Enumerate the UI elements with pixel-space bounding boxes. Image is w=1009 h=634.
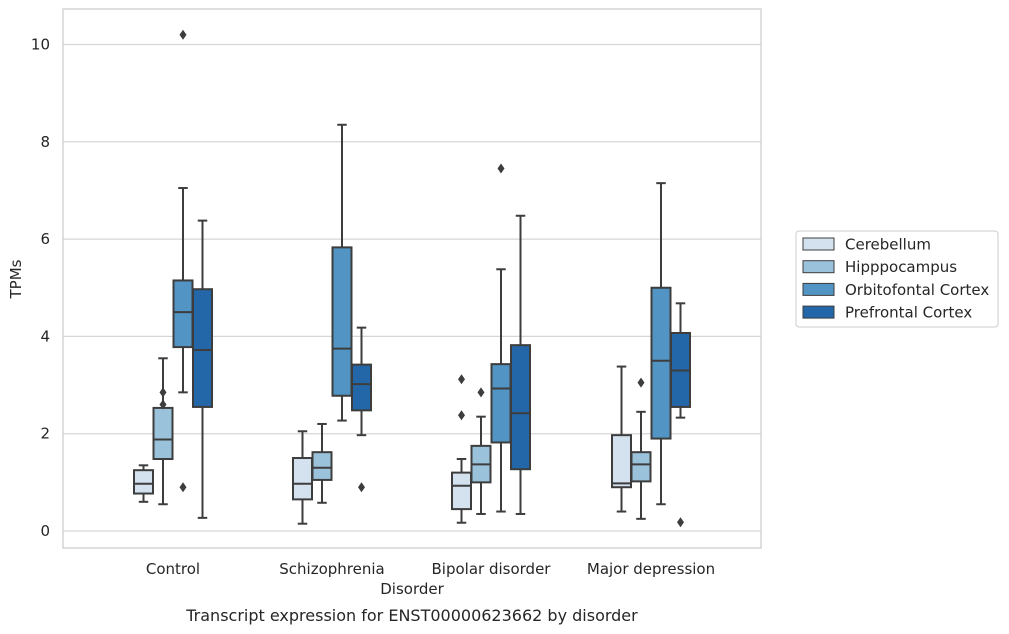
plot-area-frame [62,8,762,549]
figure-caption: Transcript expression for ENST0000062366… [186,606,638,625]
box-iqr [510,344,531,471]
x-tick-label: Schizophrenia [279,560,384,578]
outlier-point [477,387,485,398]
legend-swatch [802,260,835,274]
box-iqr [311,451,333,481]
boxes [133,29,691,528]
box-iqr [172,279,194,349]
box-hipppocampus [311,422,333,504]
box-hipppocampus [630,377,652,520]
y-tick-label: 0 [40,522,50,540]
y-tick-label: 10 [31,36,50,54]
y-tick-labels: 0 2 4 6 8 10 [31,36,50,541]
box-iqr [133,469,154,495]
legend: Cerebellum Hipppocampus Orbitofontal Corte… [795,230,999,328]
box-orbitofontal-cortex [490,163,512,513]
outlier-point [458,410,465,421]
box-cerebellum [451,374,472,524]
box-orbitofontal-cortex [331,123,353,422]
legend-frame [795,230,999,328]
box-hipppocampus [152,357,174,506]
legend-label: Orbitofontal Cortex [845,281,989,299]
legend-label: Hipppocampus [845,258,957,276]
outlier-point [179,482,187,493]
box-cerebellum [611,365,632,513]
y-tick-label: 6 [40,230,50,248]
box-orbitofontal-cortex [650,182,672,506]
box-iqr [451,471,472,511]
box-iqr [611,434,632,489]
box-cerebellum [292,430,313,525]
box-iqr [650,286,672,440]
legend-swatch [802,305,835,319]
outlier-point [179,29,187,40]
legend-swatch [802,282,835,296]
box-prefrontal-cortex [351,326,372,493]
y-axis-label: TPMs [7,259,25,299]
x-tick-labels: Control Schizophrenia Bipolar disorder Majo… [146,560,715,578]
y-tick-label: 8 [40,133,50,151]
legend-label: Prefrontal Cortex [845,304,972,322]
x-axis-label: Disorder [380,580,444,598]
outlier-point [159,387,167,398]
outlier-point [637,377,645,388]
legend-swatch [802,237,835,251]
x-tick-label: Control [146,560,200,578]
box-iqr [292,457,313,501]
box-iqr [331,246,353,397]
y-tick-label: 4 [40,327,50,345]
box-cerebellum [133,464,154,503]
box-prefrontal-cortex [670,302,691,528]
box-iqr [192,288,213,408]
box-orbitofontal-cortex [172,29,194,493]
outlier-point [458,374,465,385]
outlier-point [677,517,684,528]
x-tick-label: Major depression [587,560,715,578]
outlier-point [497,163,505,174]
legend-label: Cerebellum [845,236,931,254]
outlier-point [159,399,167,410]
box-iqr [630,451,652,483]
box-iqr [490,363,512,444]
outlier-point [358,482,365,493]
box-iqr [351,363,372,412]
box-hipppocampus [470,387,492,515]
y-tick-label: 2 [40,425,50,443]
x-tick-label: Bipolar disorder [432,560,552,578]
box-iqr [152,406,174,460]
box-prefrontal-cortex [192,219,213,519]
box-prefrontal-cortex [510,214,531,515]
